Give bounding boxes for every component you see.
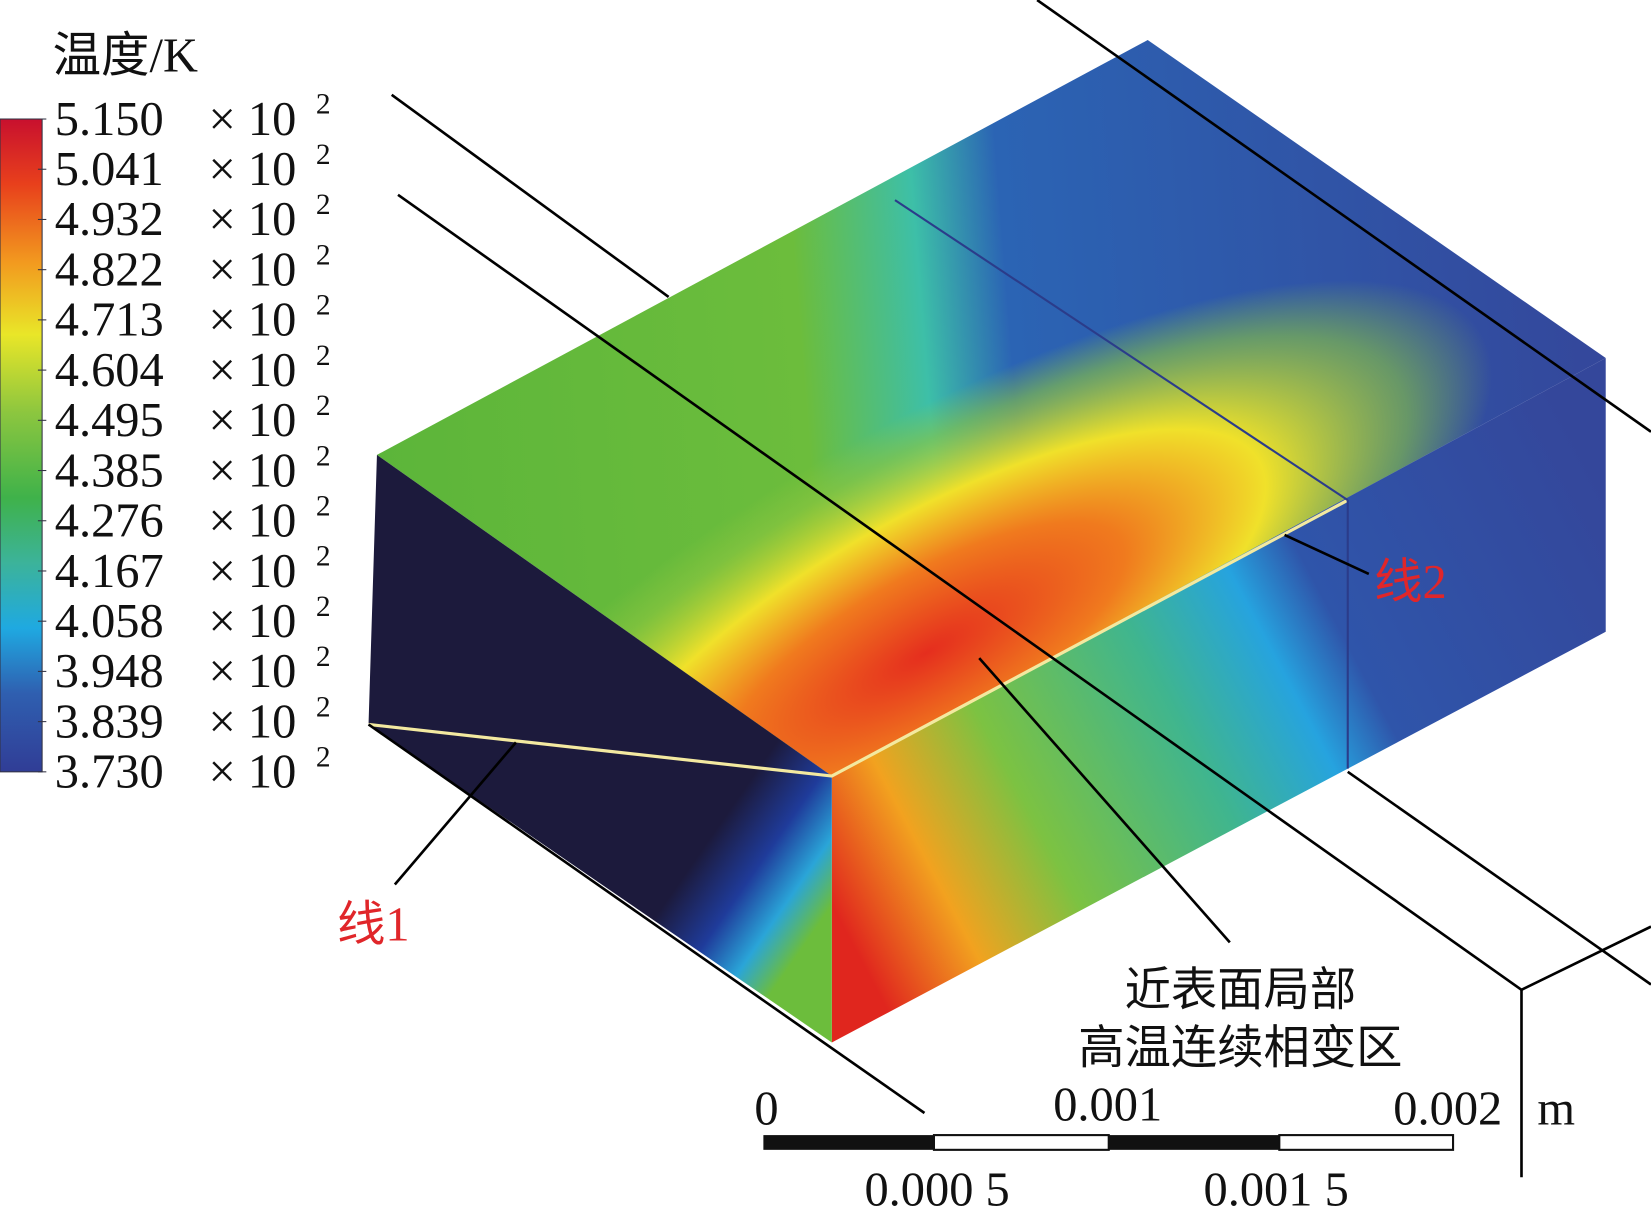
- legend-exponent: 2: [316, 239, 331, 271]
- legend-exponent: 2: [316, 189, 331, 221]
- legend-title: 温度/K: [53, 30, 198, 83]
- annotation: 线1: [337, 898, 410, 951]
- axis-line: [1036, 0, 1651, 433]
- legend-label: 3.839: [55, 695, 164, 748]
- legend-exponent: 2: [316, 89, 331, 121]
- legend-factor: × 10: [208, 645, 296, 698]
- annotation: 高温连续相变区: [1078, 1022, 1402, 1074]
- colorbar: [0, 118, 43, 773]
- legend-label: 4.604: [55, 344, 164, 397]
- scale-label: 0.000 5: [864, 1164, 1009, 1212]
- legend-label: 4.495: [55, 394, 164, 447]
- scale-segment: [932, 1134, 1110, 1151]
- legend-factor: × 10: [208, 143, 296, 196]
- scale-label: 0.001 5: [1204, 1164, 1349, 1212]
- scale-label: 0: [754, 1083, 778, 1136]
- axis-line: [367, 723, 926, 1115]
- legend-label: 4.932: [55, 193, 164, 246]
- legend-exponent: 2: [316, 641, 331, 673]
- legend-label: 4.822: [55, 243, 164, 296]
- legend-label: 3.730: [55, 746, 164, 799]
- legend-label: 4.058: [55, 595, 164, 648]
- legend-factor: × 10: [208, 294, 296, 347]
- legend-exponent: 2: [316, 541, 331, 573]
- axis-line: [1520, 925, 1651, 991]
- probe-line: [368, 498, 1349, 778]
- scale-unit: m: [1537, 1083, 1575, 1136]
- legend-factor: × 10: [208, 193, 296, 246]
- leader: [393, 741, 517, 886]
- legend: 温度/K 5.150 × 10 2 5.041 × 10 2 4.932 × 10 2 4.822…: [0, 30, 331, 799]
- leader: [978, 657, 1231, 944]
- legend-factor: × 10: [208, 695, 296, 748]
- annotation: 近表面局部: [1125, 966, 1357, 1017]
- annotation: 线2: [1374, 556, 1447, 609]
- legend-exponent: 2: [316, 390, 331, 422]
- legend-factor: × 10: [208, 93, 296, 146]
- leader: [1284, 533, 1370, 576]
- legend-factor: × 10: [208, 394, 296, 447]
- legend-factor: × 10: [208, 495, 296, 548]
- leader-lines: [367, 0, 1651, 1178]
- legend-exponent: 2: [316, 139, 331, 171]
- legend-label: 5.150: [55, 93, 164, 146]
- legend-exponent: 2: [316, 742, 331, 774]
- hot-zone: [376, 40, 1606, 777]
- front-face: [831, 358, 1606, 1043]
- legend-factor: × 10: [208, 595, 296, 648]
- scale-label: 0.002: [1393, 1083, 1502, 1136]
- legend-exponent: 2: [316, 440, 331, 472]
- block: [368, 40, 1606, 1043]
- axis-line: [397, 193, 1523, 991]
- legend-exponent: 2: [316, 691, 331, 723]
- scale-segment: [763, 1135, 934, 1150]
- edge: [894, 199, 1349, 502]
- axis-line: [1346, 770, 1651, 986]
- legend-label: 3.948: [55, 645, 164, 698]
- legend-exponent: 2: [316, 340, 331, 372]
- legend-factor: × 10: [208, 344, 296, 397]
- legend-label: 4.713: [55, 294, 164, 347]
- scale-label: 0.001: [1053, 1078, 1162, 1131]
- scale-segment: [1278, 1134, 1455, 1151]
- axis-line: [390, 93, 670, 299]
- legend-factor: × 10: [208, 243, 296, 296]
- scale-segment: [1108, 1135, 1280, 1150]
- scale-bar: 0 0.001 0.002 m 0.000 5 0.001 5: [754, 1078, 1575, 1212]
- legend-label: 4.276: [55, 495, 164, 548]
- legend-factor: × 10: [208, 746, 296, 799]
- legend-label: 4.167: [55, 545, 164, 598]
- legend-label: 5.041: [55, 143, 164, 196]
- legend-label: 4.385: [55, 444, 164, 497]
- legend-factor: × 10: [208, 545, 296, 598]
- legend-exponent: 2: [316, 490, 331, 522]
- legend-exponent: 2: [316, 591, 331, 623]
- legend-factor: × 10: [208, 444, 296, 497]
- legend-exponent: 2: [316, 290, 331, 322]
